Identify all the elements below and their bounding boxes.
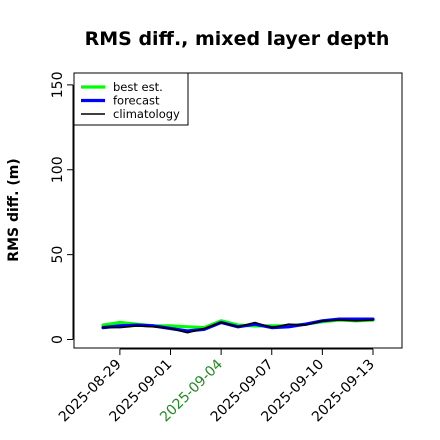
series-line-3 xyxy=(102,319,374,334)
plot-frame xyxy=(73,72,403,349)
y-tick-label: 50 xyxy=(50,246,66,264)
chart-title: RMS diff., mixed layer depth xyxy=(85,28,390,50)
legend-label: climatology xyxy=(113,107,180,121)
legend-label: forecast xyxy=(113,94,160,108)
series-layer xyxy=(101,317,375,334)
x-axis: 2025-08-292025-09-012025-09-042025-09-07… xyxy=(56,348,378,425)
y-tick-label: 100 xyxy=(50,156,66,183)
y-tick-label: 150 xyxy=(50,72,66,99)
y-tick-label: 0 xyxy=(50,335,66,344)
y-axis-title: RMS diff. (m) xyxy=(6,158,22,261)
legend-label: best est. xyxy=(113,80,163,94)
y-axis: 0 50 100 150 xyxy=(50,72,74,344)
